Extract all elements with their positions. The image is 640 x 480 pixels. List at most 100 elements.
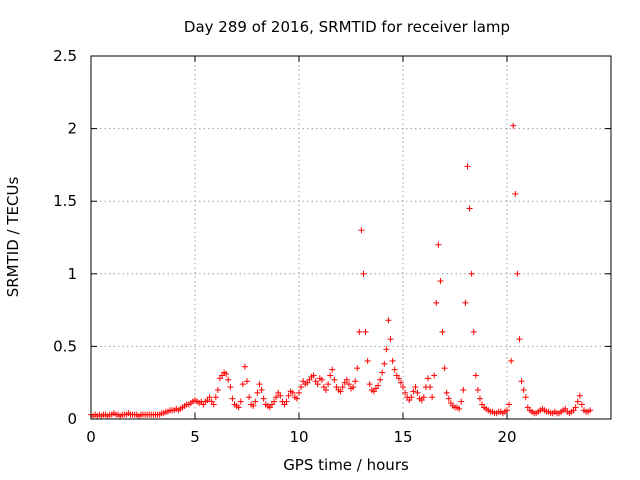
data-point <box>318 376 325 383</box>
data-point <box>464 163 471 170</box>
data-point <box>277 392 284 399</box>
data-point <box>429 394 436 401</box>
data-point <box>395 375 402 382</box>
y-tick-label: 2 <box>67 120 77 138</box>
data-point <box>587 407 594 414</box>
data-point <box>445 395 452 402</box>
data-point <box>578 401 585 408</box>
data-point <box>273 394 280 401</box>
data-point <box>354 365 361 372</box>
data-point <box>258 386 265 393</box>
data-point <box>285 392 292 399</box>
data-point <box>468 270 475 277</box>
axis-ticks: 0 5 10 15 20 0 0.5 1 1.5 2 2.5 <box>53 47 611 446</box>
data-point <box>576 392 583 399</box>
data-point <box>210 401 217 408</box>
data-point <box>516 336 523 343</box>
data-point <box>456 405 463 412</box>
data-point <box>327 372 334 379</box>
x-tick-label: 15 <box>393 428 412 446</box>
data-point <box>289 389 296 396</box>
data-point <box>510 122 517 129</box>
data-point <box>352 378 359 385</box>
data-point <box>227 384 234 391</box>
data-point <box>325 381 332 388</box>
data-point <box>518 378 525 385</box>
data-point <box>474 386 481 393</box>
data-point <box>381 360 388 367</box>
data-point <box>323 386 330 393</box>
data-point <box>366 381 373 388</box>
data-point <box>460 386 467 393</box>
data-point <box>375 382 382 389</box>
data-point <box>244 378 250 385</box>
y-tick-label: 1.5 <box>53 192 77 210</box>
data-point <box>383 346 390 353</box>
y-tick-label: 0.5 <box>53 337 77 355</box>
data-point <box>252 398 259 405</box>
data-point <box>250 402 257 409</box>
data-point <box>514 270 521 277</box>
data-point <box>214 386 221 393</box>
data-point <box>237 398 244 405</box>
data-point <box>412 384 419 391</box>
data-point <box>329 366 336 373</box>
data-point <box>225 376 232 383</box>
data-point <box>574 398 581 405</box>
y-axis-label: SRMTID / TECUs <box>4 177 22 298</box>
data-point <box>520 386 527 393</box>
data-point <box>298 384 305 391</box>
data-point <box>362 328 369 335</box>
data-point <box>508 357 515 364</box>
y-tick-label: 0 <box>67 410 77 428</box>
data-point <box>377 376 384 383</box>
y-tick-label: 2.5 <box>53 47 77 65</box>
data-point <box>389 357 396 364</box>
data-point <box>424 375 431 382</box>
data-point <box>385 317 392 324</box>
data-point <box>408 394 415 401</box>
data-point <box>296 389 302 396</box>
data-point <box>260 395 267 402</box>
chart-title: Day 289 of 2016, SRMTID for receiver lam… <box>184 18 510 36</box>
data-point <box>343 376 350 383</box>
data-point <box>310 372 317 379</box>
data-point <box>458 398 465 405</box>
data-point <box>433 299 440 306</box>
data-point <box>506 401 513 408</box>
data-point <box>512 190 519 197</box>
data-point <box>462 299 469 306</box>
data-point <box>379 369 386 376</box>
data-point <box>229 395 236 402</box>
data-point <box>466 205 473 212</box>
data-point <box>223 370 230 377</box>
data-point <box>350 384 357 391</box>
data-point <box>293 395 300 402</box>
grid <box>91 56 611 419</box>
data-point <box>472 372 479 379</box>
x-tick-label: 0 <box>86 428 96 446</box>
x-tick-label: 10 <box>289 428 308 446</box>
data-point <box>522 394 529 401</box>
data-point <box>572 404 579 411</box>
data-point <box>345 381 352 388</box>
data-point <box>439 328 446 335</box>
data-point <box>387 336 394 343</box>
x-tick-label: 5 <box>190 428 200 446</box>
data-point <box>431 372 438 379</box>
data-point <box>283 398 290 405</box>
data-point <box>504 407 510 414</box>
data-point <box>435 241 442 248</box>
y-tick-label: 1 <box>67 265 77 283</box>
data-point <box>360 270 367 277</box>
data-point <box>271 398 278 405</box>
data-point <box>420 394 427 401</box>
data-point <box>206 394 213 401</box>
data-point <box>443 389 450 396</box>
x-axis-label: GPS time / hours <box>283 456 409 474</box>
data-point <box>331 376 338 383</box>
data-point <box>212 394 219 401</box>
data-point <box>241 363 248 370</box>
data-point <box>402 389 409 396</box>
